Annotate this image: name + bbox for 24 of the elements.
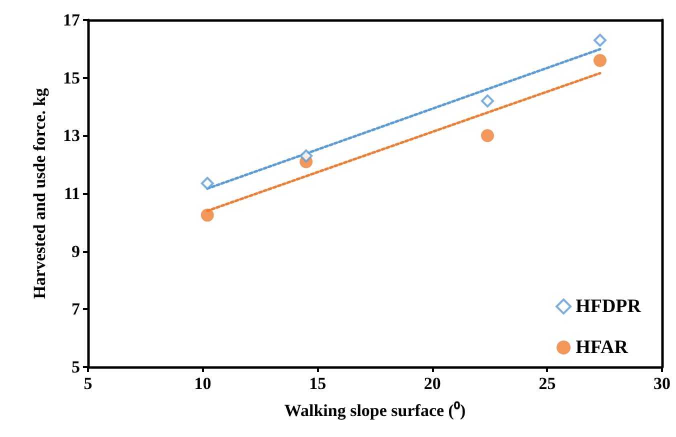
point [481, 94, 494, 108]
y-tick-label: 11 [64, 184, 80, 203]
legend-label: HFAR [576, 337, 628, 358]
point [594, 54, 607, 67]
x-tick-label: 20 [424, 374, 441, 393]
legend-label: HFDPR [576, 296, 642, 317]
y-tick-label: 9 [72, 242, 80, 261]
x-tick-label: 30 [654, 374, 670, 393]
point [200, 176, 214, 190]
y-axis-title: Harvested and usde force. kg [30, 88, 49, 299]
y-tick-label: 5 [72, 358, 80, 376]
y-tick-label: 13 [63, 126, 80, 146]
x-axis-title: Walking slope surface (⁰) [284, 401, 466, 420]
point [300, 149, 313, 162]
y-tick-label: 15 [63, 68, 80, 88]
point [594, 34, 607, 47]
x-tick-label: 10 [194, 374, 212, 393]
x-tick-label: 15 [309, 374, 326, 393]
point [481, 129, 494, 142]
y-tick-label: 7 [72, 300, 80, 319]
point [200, 208, 214, 222]
x-tick-label: 5 [84, 374, 92, 393]
x-tick-label: 25 [538, 374, 556, 393]
y-tick-label: 17 [63, 10, 80, 30]
